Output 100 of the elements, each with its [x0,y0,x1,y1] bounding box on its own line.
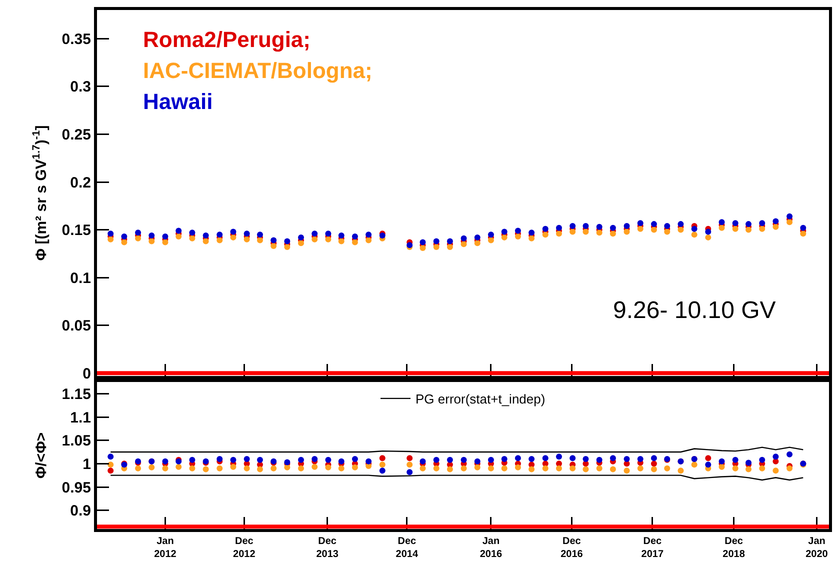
point [501,234,508,240]
point [650,455,657,462]
point [650,460,657,467]
point [270,465,277,472]
point [556,454,562,460]
point [256,456,263,463]
point [759,220,766,226]
point [556,224,562,231]
point [705,234,712,240]
point [325,230,332,237]
point [746,466,752,472]
point [406,469,413,476]
point [108,454,114,460]
legend-label: PG error(stat+t_indep) [416,391,546,406]
point [514,464,521,470]
point [108,230,114,237]
point [460,235,467,242]
point [678,221,684,228]
point [556,465,562,472]
point [772,454,779,460]
point [582,228,589,235]
point [596,230,602,236]
point [637,226,644,232]
point [582,222,589,229]
y-axis-title: Φ/<Φ> [33,432,50,479]
point [786,465,793,472]
point [570,228,576,235]
point [189,456,196,463]
point [366,458,372,464]
point [800,230,806,237]
y-tick-label: 1.1 [70,409,91,426]
point [256,232,263,238]
point [800,224,806,231]
point [256,237,263,244]
point [202,466,209,472]
point [446,456,453,463]
y-tick-label: 0.05 [62,318,91,335]
x-tick-label: Jan 2016 [480,536,503,560]
point [162,465,168,472]
point [284,464,290,470]
point [298,456,304,463]
point [325,464,332,470]
point [162,233,168,240]
point [189,230,196,236]
point [298,240,304,246]
point [474,234,480,240]
point [732,465,738,472]
point [488,456,494,463]
point [460,465,467,472]
point [746,221,752,228]
point [759,226,766,232]
point [420,465,426,472]
point [298,234,304,240]
point [433,456,440,463]
point [514,233,521,240]
point [596,456,602,463]
point [786,213,793,220]
point [678,468,684,474]
point [312,456,318,462]
y-tick-label: 1 [82,456,91,473]
point [366,237,372,244]
point [216,456,223,462]
point [772,218,779,224]
point [460,241,467,248]
point [705,228,712,235]
y-tick-label: 0.2 [70,174,91,192]
point [488,237,494,244]
x-tick-label: Dec 2017 [641,536,664,560]
point [488,232,494,238]
y-tick-label: 0.1 [70,270,91,287]
point [678,226,684,233]
x-tick-label: Dec 2014 [396,536,418,560]
point [244,236,250,242]
point [202,238,209,244]
point [514,228,521,234]
y-tick-label: 0.25 [62,126,91,144]
point [406,462,413,468]
point [718,224,725,231]
text: IAC-CIEMAT/Bologna; [143,58,372,83]
point [514,455,521,462]
point [501,228,508,235]
point [270,237,277,244]
point [759,465,766,472]
text: Hawaii [143,89,213,114]
point [420,458,426,464]
point [650,466,657,472]
point [338,465,344,472]
point [542,455,548,462]
point [176,228,182,234]
point [718,464,725,470]
point [582,466,589,472]
point [446,238,453,244]
y-tick-label: 0.95 [62,479,91,496]
point [284,244,290,250]
point [610,230,616,237]
point [637,465,644,472]
point [216,237,223,244]
point [732,220,738,226]
point [352,464,358,470]
point [664,228,670,235]
